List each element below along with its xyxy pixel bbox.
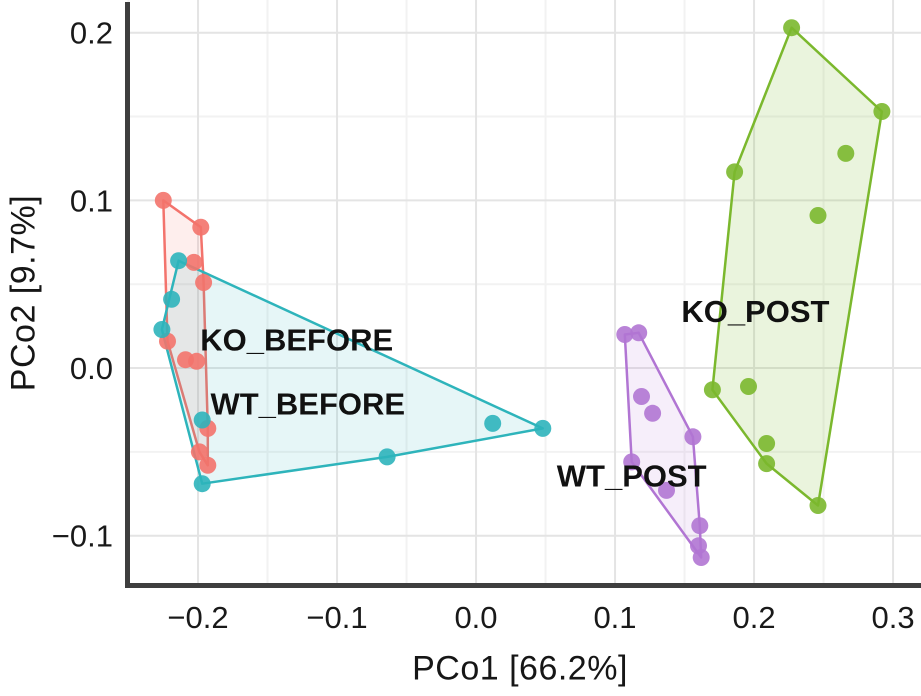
data-point-wt_post <box>623 453 641 471</box>
group-label-wt_before: WT_BEFORE <box>210 386 405 421</box>
hull-wt_before <box>160 259 545 485</box>
data-point-ko_post <box>703 381 721 399</box>
data-point-ko_post <box>837 144 855 162</box>
data-point-ko_post <box>758 455 776 473</box>
x-tick-label: 0.1 <box>593 600 636 635</box>
data-point-ko_post <box>873 103 891 120</box>
x-axis-title: PCo1 [66.2%] <box>412 649 628 688</box>
x-tick-label: −0.1 <box>306 600 367 635</box>
y-tick-label: −0.1 <box>52 519 113 554</box>
data-point-ko_before <box>192 218 210 236</box>
data-point-ko_post <box>740 378 757 395</box>
group-label-ko_before: KO_BEFORE <box>200 323 393 358</box>
data-point-wt_post <box>684 428 702 446</box>
hull-ko_post <box>711 26 884 507</box>
data-point-wt_post <box>692 549 710 566</box>
y-tick-label: 0.2 <box>70 16 113 51</box>
data-point-ko_before <box>195 274 213 291</box>
data-point-ko_post <box>783 19 801 37</box>
y-tick-label: 0.1 <box>70 183 113 218</box>
data-point-wt_before <box>153 321 171 338</box>
y-axis-title: PCo2 [9.7%] <box>4 194 43 392</box>
data-point-wt_post <box>633 388 650 405</box>
data-point-wt_before <box>193 411 211 429</box>
hull-wt_post <box>623 331 703 559</box>
x-tick-label: 0.3 <box>872 600 915 635</box>
x-tick-label: 0.2 <box>733 600 776 635</box>
group-label-wt_post: WT_POST <box>557 458 707 493</box>
data-point-ko_post <box>809 497 827 514</box>
data-point-wt_before <box>170 252 188 270</box>
x-tick-label: 0.0 <box>454 600 497 635</box>
data-point-ko_before <box>199 456 217 474</box>
group-label-ko_post: KO_POST <box>681 294 829 329</box>
data-point-ko_before <box>154 191 172 209</box>
data-point-wt_post <box>630 324 648 342</box>
data-point-wt_before <box>378 448 396 466</box>
data-point-ko_before <box>188 352 206 370</box>
data-point-wt_before <box>484 414 502 432</box>
data-point-ko_before <box>185 253 203 271</box>
data-point-wt_post <box>616 326 634 343</box>
data-point-wt_post <box>658 481 675 499</box>
data-point-wt_before <box>534 419 552 437</box>
data-point-wt_post <box>691 517 709 535</box>
x-tick-label: −0.2 <box>167 600 228 635</box>
data-point-wt_before <box>193 475 211 493</box>
data-point-ko_post <box>726 163 744 181</box>
data-point-ko_post <box>809 207 827 224</box>
data-point-wt_post <box>644 404 662 422</box>
data-point-wt_before <box>163 290 181 308</box>
y-tick-label: 0.0 <box>70 351 113 386</box>
data-point-ko_post <box>758 435 776 452</box>
data-point-ko_before <box>190 443 208 461</box>
